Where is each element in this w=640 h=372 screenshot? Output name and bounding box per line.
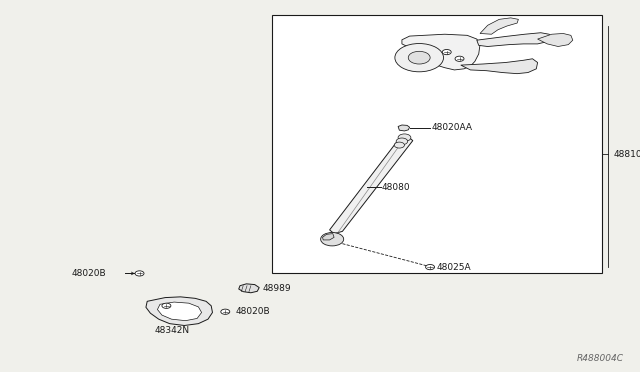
Circle shape bbox=[408, 51, 430, 64]
Text: 48020B: 48020B bbox=[72, 269, 106, 278]
Text: 48020B: 48020B bbox=[236, 307, 270, 316]
Circle shape bbox=[221, 309, 230, 314]
Polygon shape bbox=[323, 234, 334, 240]
Polygon shape bbox=[157, 302, 202, 321]
Polygon shape bbox=[477, 33, 552, 46]
Polygon shape bbox=[461, 59, 538, 74]
Circle shape bbox=[455, 56, 464, 61]
Polygon shape bbox=[538, 33, 573, 46]
Bar bbox=[272, 15, 602, 273]
Polygon shape bbox=[330, 137, 413, 234]
Text: 48025A: 48025A bbox=[436, 263, 471, 272]
Text: 48989: 48989 bbox=[262, 284, 291, 293]
Text: R488004C: R488004C bbox=[577, 355, 624, 363]
Circle shape bbox=[321, 232, 344, 246]
Polygon shape bbox=[239, 284, 259, 293]
Circle shape bbox=[426, 264, 435, 270]
Circle shape bbox=[442, 49, 451, 55]
Circle shape bbox=[135, 271, 144, 276]
Polygon shape bbox=[146, 297, 212, 326]
Circle shape bbox=[396, 138, 408, 145]
Circle shape bbox=[162, 303, 171, 308]
Circle shape bbox=[395, 44, 444, 72]
Circle shape bbox=[398, 134, 411, 141]
Text: 48810: 48810 bbox=[613, 150, 640, 159]
Polygon shape bbox=[398, 125, 410, 131]
Text: 48342N: 48342N bbox=[154, 326, 189, 335]
Text: 48080: 48080 bbox=[381, 183, 410, 192]
Text: 48020AA: 48020AA bbox=[431, 124, 472, 132]
Polygon shape bbox=[402, 34, 480, 70]
Circle shape bbox=[394, 142, 404, 148]
Polygon shape bbox=[480, 18, 518, 34]
